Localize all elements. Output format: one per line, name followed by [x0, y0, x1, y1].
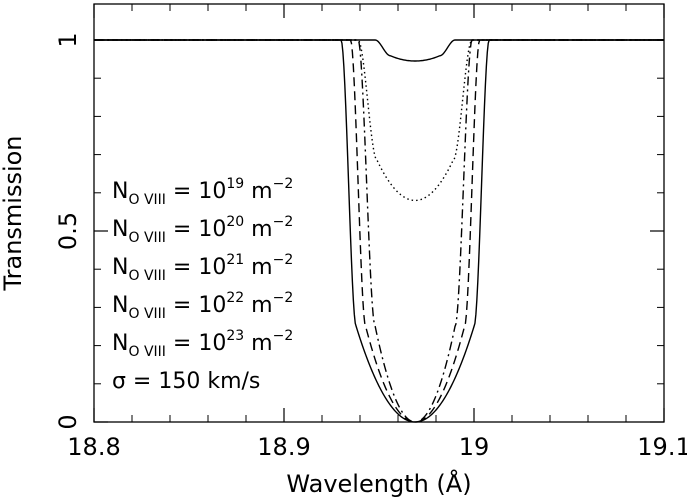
legend-entry: NO VIII = 1023 m−2: [112, 328, 293, 360]
y-axis-label: Transmission: [0, 135, 27, 291]
x-tick-label: 19.1: [637, 433, 687, 461]
plot-frame: [93, 3, 665, 423]
transmission-curve-2: [94, 39, 664, 202]
axis-ticks: 18.8 18.9 19 19.1 0 0.5 1: [54, 4, 687, 461]
transmission-curve-5: [94, 39, 664, 423]
x-tick-label: 19: [459, 433, 490, 461]
y-tick-label: 1: [54, 32, 82, 47]
legend: NO VIII = 1019 m−2 NO VIII = 1020 m−2 NO V…: [112, 176, 293, 394]
legend-entry: NO VIII = 1021 m−2: [112, 252, 293, 284]
legend-entry: NO VIII = 1022 m−2: [112, 290, 293, 322]
velocity-annotation: σ = 150 km/s: [112, 369, 260, 394]
x-axis-label: Wavelength (Å): [286, 469, 471, 498]
legend-entry: NO VIII = 1019 m−2: [112, 176, 293, 208]
y-tick-label: 0: [54, 414, 82, 429]
transmission-curve-4: [94, 39, 664, 423]
transmission-curve-1: [94, 39, 664, 62]
legend-entry: NO VIII = 1020 m−2: [112, 214, 293, 246]
y-tick-label: 0.5: [54, 212, 82, 250]
curve-group: [94, 39, 664, 423]
x-tick-label: 18.8: [67, 433, 120, 461]
x-tick-label: 18.9: [257, 433, 310, 461]
